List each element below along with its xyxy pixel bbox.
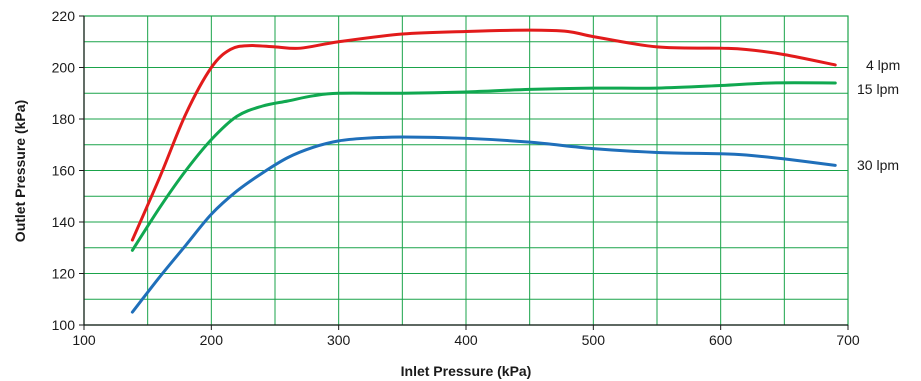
series-line-15-lpm [130, 81, 837, 252]
series-label-4-lpm: 4 lpm [866, 57, 900, 73]
series-line-30-lpm [130, 135, 837, 314]
x-tick-label: 700 [836, 332, 860, 348]
y-tick-label: 180 [52, 111, 76, 127]
x-tick-label: 400 [454, 332, 478, 348]
x-tick-label: 300 [327, 332, 351, 348]
x-tick-label: 600 [709, 332, 733, 348]
y-tick-label: 100 [52, 317, 76, 333]
series-line-4-lpm [130, 28, 837, 242]
y-tick-label: 120 [52, 266, 76, 282]
x-axis-title: Inlet Pressure (kPa) [401, 363, 532, 379]
series-label-15-lpm: 15 lpm [857, 81, 899, 97]
series-label-30-lpm: 30 lpm [857, 157, 899, 173]
y-tick-label: 220 [52, 8, 76, 24]
y-tick-label: 200 [52, 60, 76, 76]
y-axis-title: Outlet Pressure (kPa) [12, 100, 28, 242]
y-tick-label: 140 [52, 214, 76, 230]
x-tick-label: 200 [200, 332, 224, 348]
x-tick-label: 500 [582, 332, 606, 348]
x-tick-label: 100 [72, 332, 96, 348]
y-tick-label: 160 [52, 163, 76, 179]
